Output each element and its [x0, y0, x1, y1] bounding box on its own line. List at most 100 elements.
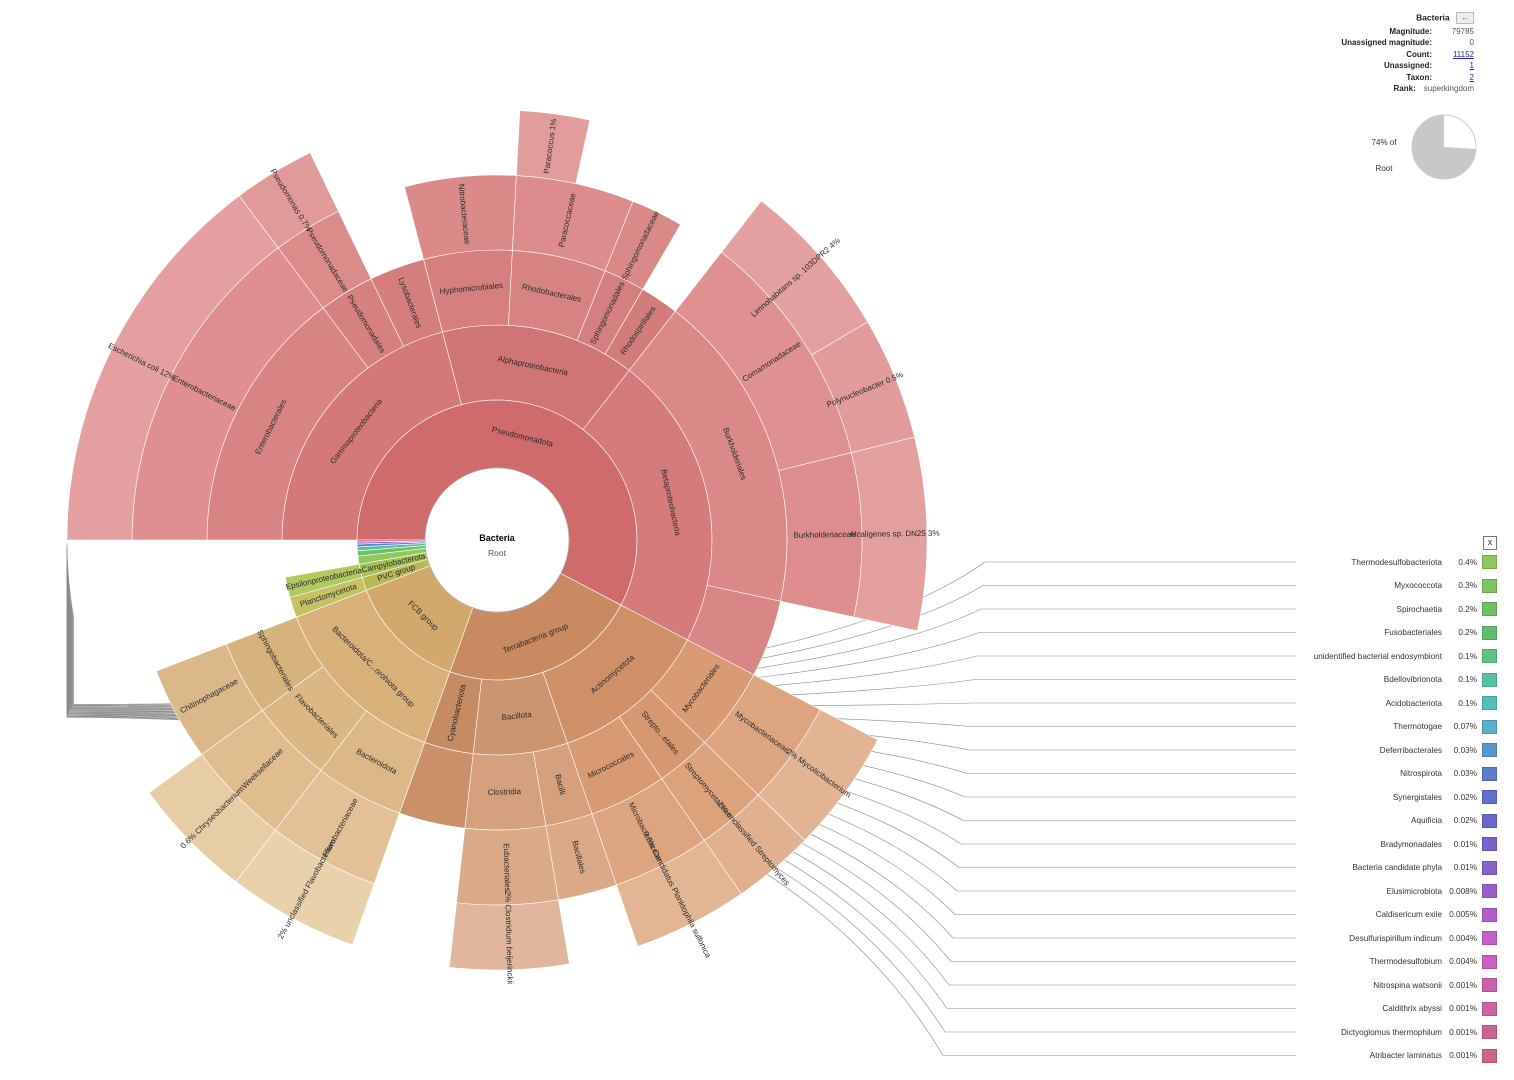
sunburst-wedge[interactable] [155, 643, 263, 755]
legend-item[interactable]: Acidobacteriota 0.1% [1386, 696, 1497, 710]
legend-item-percent: 0.3% [1458, 581, 1477, 590]
details-value: 79785 [1451, 27, 1474, 36]
legend-item-percent: 0.1% [1458, 698, 1477, 708]
sunburst-wedge[interactable] [516, 110, 591, 184]
legend-item-name: Thermodesulfobium [1369, 957, 1442, 966]
legend-item[interactable]: Dictyoglomus thermophilum 0.001% [1341, 1025, 1497, 1039]
legend-swatch [1482, 578, 1497, 593]
sunburst-wedge[interactable] [284, 563, 363, 598]
details-row: Magnitude: 79785 [1284, 26, 1474, 37]
legend-swatch [1482, 860, 1497, 875]
legend-swatch [1482, 837, 1497, 851]
share-of-root-label: 74% of Root [1362, 130, 1406, 182]
sunburst-wedge[interactable] [604, 200, 681, 290]
legend-item[interactable]: Caldisericum exile 0.005% [1375, 907, 1497, 922]
sunburst-wedge[interactable] [851, 436, 928, 632]
share-pie [1411, 114, 1477, 180]
legend-swatch [1482, 931, 1497, 945]
details-link[interactable]: 11152 [1452, 49, 1474, 59]
legend-item-name: Elusimicrobiota [1386, 886, 1442, 896]
share-pie-slice [1412, 115, 1476, 179]
legend-item[interactable]: Nitrospina watsonii 0.001% [1373, 978, 1497, 992]
legend-item-name: Desulfurispirillum indicum [1349, 933, 1442, 943]
legend-swatch [1482, 625, 1497, 640]
legend-item-percent: 0.1% [1458, 675, 1477, 684]
legend-item[interactable]: Deferribacterales 0.03% [1380, 743, 1497, 757]
back-button[interactable]: ← [1456, 12, 1474, 24]
legend-item-name: Acidobacteriota [1385, 698, 1442, 708]
legend-item-name: Myxococcota [1394, 581, 1442, 590]
legend-close-button[interactable]: x [1483, 536, 1497, 550]
legend-item-percent: 0.004% [1449, 957, 1477, 966]
legend-item[interactable]: Bdellovibrionota 0.1% [1383, 672, 1497, 687]
sunburst-label: Eubacteriales [502, 843, 512, 892]
sunburst-label: Bacillota [501, 710, 533, 722]
legend-item[interactable]: unidentified bacterial endosymbiont 0.1% [1314, 649, 1497, 663]
legend-item-name: Bacteria candidate phyla [1352, 863, 1442, 872]
legend-swatch [1482, 790, 1497, 804]
legend-item-name: Bdellovibrionota [1383, 675, 1442, 684]
legend-item-name: Spirochaetia [1396, 604, 1442, 614]
legend-item-percent: 0.001% [1449, 1027, 1477, 1037]
legend-swatch [1482, 954, 1497, 969]
legend-item-percent: 0.07% [1453, 722, 1477, 731]
legend-item-name: Thermotogae [1393, 722, 1442, 731]
legend-item[interactable]: Nitrospirota 0.03% [1400, 766, 1497, 781]
legend-item[interactable]: Desulfurispirillum indicum 0.004% [1349, 931, 1497, 945]
legend-item[interactable]: Thermodesulfobium 0.004% [1369, 954, 1497, 969]
legend-swatch [1482, 978, 1497, 992]
share-percent: 74% of [1371, 138, 1397, 147]
details-link[interactable]: 2 [1469, 72, 1474, 82]
details-panel: Bacteria ← Magnitude: 79785 Unassigned mag… [1284, 12, 1474, 94]
sunburst-wedge[interactable] [148, 754, 276, 883]
sunburst-wedges[interactable] [66, 110, 928, 971]
legend-item-percent: 0.001% [1449, 1051, 1477, 1060]
legend-item[interactable]: Spirochaetia 0.2% [1396, 602, 1497, 616]
legend-item[interactable]: Bacteria candidate phyla 0.01% [1352, 860, 1497, 875]
legend-item-percent: 0.01% [1453, 863, 1477, 872]
sunburst-wedge[interactable] [448, 899, 570, 971]
legend-swatch [1482, 602, 1497, 616]
sunburst-label: Burkholderiaceae [793, 530, 856, 540]
legend-item-name: Thermodesulfobacteriota [1351, 557, 1442, 567]
details-key: Unassigned magnitude: [1341, 38, 1432, 48]
details-key: Unassigned: [1383, 61, 1432, 71]
details-key: Rank: [1393, 84, 1416, 94]
details-link[interactable]: 1 [1469, 61, 1474, 71]
details-title: Bacteria [1416, 12, 1450, 23]
legend-item-percent: 0.01% [1453, 839, 1477, 849]
center-subtitle: Root [488, 548, 507, 558]
legend-item-name: Caldisericum exile [1375, 910, 1442, 919]
legend-item[interactable]: Myxococcota 0.3% [1394, 578, 1497, 593]
legend-item-name: Dictyoglomus thermophilum [1340, 1027, 1442, 1037]
legend-item[interactable]: Elusimicrobiota 0.008% [1386, 884, 1497, 898]
legend-item[interactable]: Thermotogae 0.07% [1393, 719, 1497, 734]
legend-item[interactable]: Caldithrix abyssi 0.001% [1382, 1001, 1497, 1016]
legend-item[interactable]: Aquificia 0.02% [1411, 813, 1497, 828]
sunburst-center[interactable]: Bacteria Root [424, 467, 570, 613]
legend-item-name: Caldithrix abyssi [1382, 1004, 1442, 1013]
legend-item-percent: 0.4% [1458, 557, 1477, 567]
sunburst-wedge[interactable] [238, 152, 339, 249]
center-circle[interactable] [424, 467, 570, 613]
legend-item-name: Aquificia [1411, 816, 1442, 825]
legend-swatch [1482, 672, 1497, 687]
legend-item-name: Synergistales [1392, 792, 1442, 802]
legend-item-percent: 0.001% [1449, 980, 1477, 990]
legend-item[interactable]: Fusobacteriales 0.2% [1384, 625, 1497, 640]
sunburst-wedge[interactable] [616, 839, 742, 947]
share-of: Root [1375, 164, 1393, 173]
details-key: Count: [1406, 49, 1432, 59]
legend-item[interactable]: Bradymonadales 0.01% [1381, 837, 1497, 851]
legend-item[interactable]: Synergistales 0.02% [1393, 790, 1497, 804]
details-value: superkingdom [1423, 84, 1474, 94]
legend-item[interactable]: Thermodesulfobacteriota 0.4% [1351, 555, 1497, 569]
legend-swatch [1482, 719, 1497, 734]
legend-swatch [1482, 1048, 1497, 1063]
legend-item-name: Bradymonadales [1380, 839, 1442, 849]
legend-swatch [1482, 1001, 1497, 1016]
legend-swatch [1482, 649, 1497, 663]
legend-item[interactable]: Atribacter laminatus 0.001% [1370, 1048, 1497, 1063]
legend-swatch [1482, 884, 1497, 898]
